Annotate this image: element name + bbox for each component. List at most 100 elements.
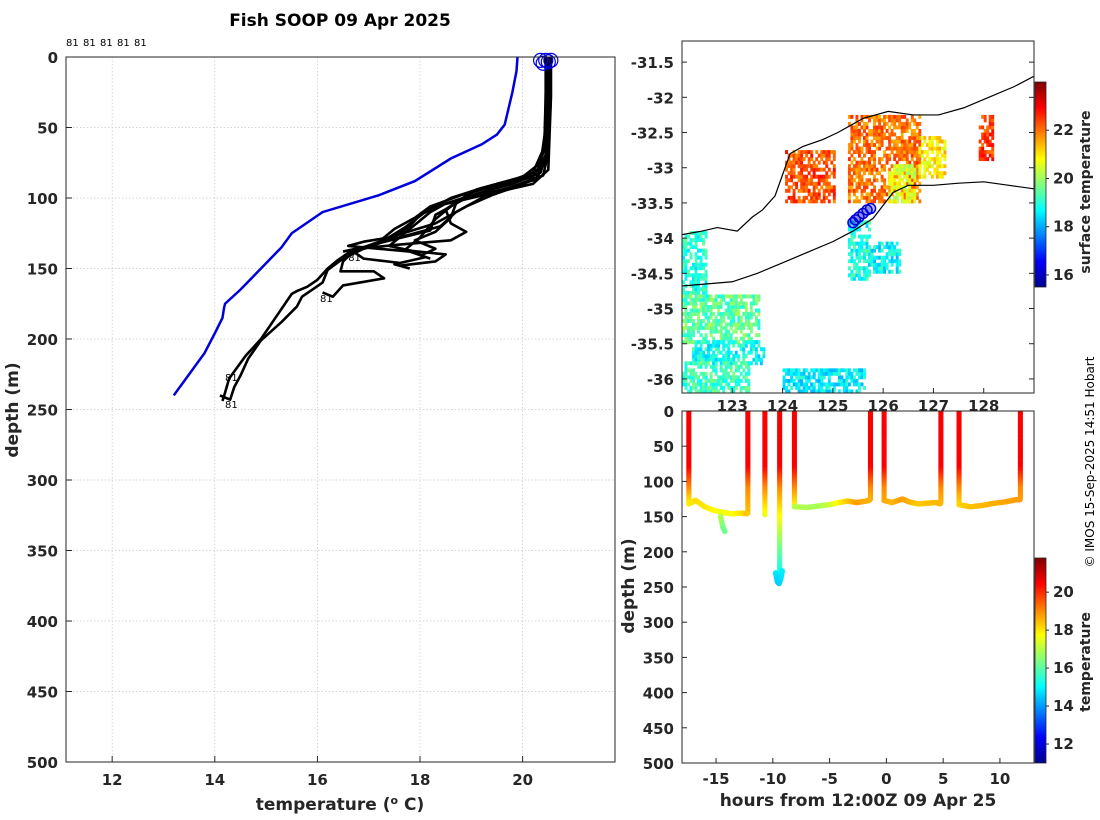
sst-pixel: [858, 382, 861, 387]
sst-pixel: [880, 143, 884, 147]
sst-pixel: [699, 333, 703, 338]
sst-pixel: [802, 368, 806, 373]
sst-pixel: [832, 171, 836, 176]
sst-pixel: [940, 153, 944, 158]
sst-pixel: [812, 171, 816, 176]
sst-pixel: [684, 326, 688, 331]
sst-pixel: [707, 315, 711, 320]
sst-pixel: [883, 153, 887, 158]
sst-pixel: [913, 146, 917, 151]
sst-pixel: [754, 297, 758, 302]
sst-pixel: [737, 382, 741, 387]
sst-pixel: [694, 326, 698, 331]
sst-pixel: [714, 371, 718, 376]
sst-pixel: [689, 329, 693, 334]
sst-pixel: [847, 238, 851, 243]
sst-pixel: [850, 259, 854, 264]
sst-pixel: [928, 139, 932, 144]
sst-pixel: [935, 153, 939, 158]
sst-pixel: [692, 371, 695, 376]
sst-pixel: [865, 238, 869, 243]
sst-pixel: [903, 188, 907, 193]
sst-pixel: [860, 245, 864, 250]
sst-pixel: [870, 150, 874, 155]
sst-pixel: [820, 153, 824, 158]
sst-pixel: [938, 150, 942, 155]
sst-pixel: [822, 160, 826, 165]
sst-pixel: [820, 389, 824, 393]
sst-pixel: [847, 220, 851, 225]
section-y-tick-label: 450: [643, 720, 674, 738]
sst-pixel: [697, 375, 700, 380]
sst-pixel: [704, 301, 708, 306]
sst-pixel: [684, 368, 688, 373]
sst-pixel: [689, 368, 693, 373]
sst-pixel: [810, 150, 814, 155]
sst-pixel: [883, 178, 887, 183]
sst-pixel: [865, 132, 869, 137]
sst-pixel: [737, 301, 741, 306]
sst-pixel: [895, 195, 899, 200]
sst-pixel: [682, 378, 685, 383]
sst-pixel: [858, 368, 861, 373]
sst-pixel: [687, 368, 690, 373]
sst-pixel: [893, 248, 897, 253]
sst-pixel: [682, 301, 685, 306]
sst-pixel: [682, 262, 685, 267]
sst-pixel: [858, 199, 861, 204]
sst-pixel: [702, 248, 706, 253]
sst-pixel: [714, 361, 718, 366]
sst-pixel: [820, 382, 824, 387]
temperature-colorbar-tick-label: 16: [1053, 659, 1074, 677]
sst-pixel: [722, 361, 726, 366]
sst-pixel: [873, 132, 876, 137]
sst-pixel: [689, 326, 693, 331]
sst-pixel: [827, 150, 831, 155]
sst-pixel: [694, 354, 698, 359]
sst-pixel: [807, 157, 811, 162]
sst-pixel: [905, 150, 909, 155]
sst-pixel: [724, 364, 728, 369]
sst-pixel: [732, 354, 736, 359]
sst-pixel: [842, 382, 846, 387]
sst-pixel: [732, 319, 736, 323]
sst-pixel: [893, 118, 897, 123]
sst-pixel: [898, 121, 902, 126]
sst-pixel: [895, 255, 899, 260]
sst-pixel: [797, 164, 801, 169]
sst-pixel: [888, 178, 892, 183]
sst-pixel: [697, 283, 700, 288]
sst-pixel: [908, 125, 912, 130]
sst-pixel: [847, 266, 851, 271]
sst-pixel: [719, 368, 723, 373]
sst-pixel: [918, 150, 922, 155]
sst-pixel: [737, 354, 741, 359]
sst-pixel: [878, 195, 882, 200]
sst-pixel: [694, 245, 698, 250]
sst-pixel: [800, 160, 804, 165]
sst-pixel: [860, 241, 864, 246]
sst-pixel: [734, 378, 738, 383]
sst-pixel: [865, 273, 869, 278]
sst-pixel: [704, 297, 708, 302]
sst-pixel: [865, 269, 869, 274]
sst-pixel: [910, 171, 914, 176]
sst-pixel: [754, 322, 758, 327]
section-plot-area: [682, 411, 1034, 763]
sst-pixel: [822, 174, 826, 179]
sst-pixel: [832, 185, 836, 190]
sst-pixel: [940, 174, 944, 179]
sst-pixel: [802, 164, 806, 169]
sst-pixel: [842, 389, 846, 393]
sst-pixel: [825, 174, 829, 179]
sst-pixel: [754, 354, 758, 359]
sst-pixel: [749, 315, 753, 320]
sst-pixel: [754, 333, 758, 338]
sst-pixel: [832, 192, 836, 197]
sst-pixel: [717, 343, 721, 348]
surface-marker: [543, 52, 559, 69]
sst-pixel: [865, 150, 869, 155]
sst-pixel: [727, 301, 731, 306]
sst-pixel: [878, 157, 882, 162]
sst-pixel: [852, 382, 856, 387]
